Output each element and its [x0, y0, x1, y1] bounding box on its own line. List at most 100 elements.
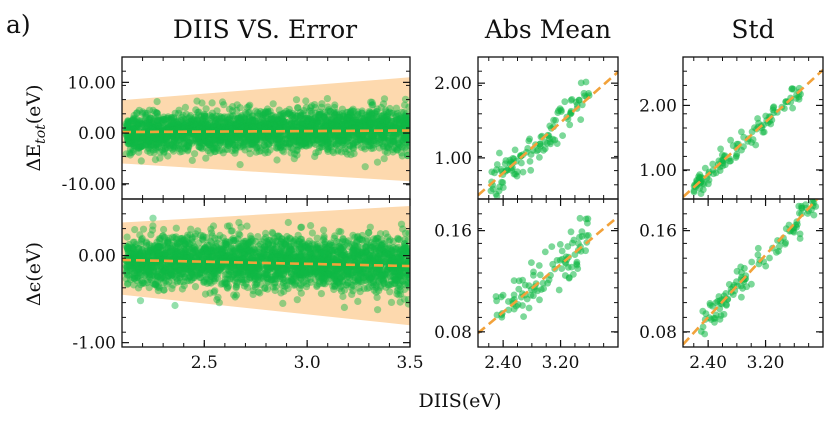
data-point [300, 111, 308, 119]
data-point [165, 123, 174, 131]
data-point [204, 134, 212, 142]
data-point [262, 132, 270, 140]
data-point [285, 139, 293, 147]
data-point [225, 115, 233, 123]
data-point [246, 101, 254, 109]
data-point [138, 277, 146, 285]
data-point [297, 235, 306, 243]
data-point [322, 132, 330, 140]
data-point [289, 275, 298, 284]
data-point [241, 256, 249, 264]
data-point [395, 266, 403, 274]
data-point [141, 109, 149, 117]
data-point [379, 112, 387, 120]
data-point [226, 138, 234, 146]
data-point [204, 131, 212, 139]
data-point [348, 107, 356, 115]
data-point [252, 135, 260, 143]
data-point [275, 106, 283, 114]
data-point [359, 236, 367, 245]
data-point [171, 254, 179, 262]
data-point [343, 138, 351, 146]
data-point [251, 276, 259, 284]
data-point [260, 246, 269, 254]
data-point [180, 236, 188, 244]
data-point [236, 143, 244, 151]
data-point [380, 248, 388, 256]
data-point [315, 273, 323, 281]
data-point [160, 113, 168, 121]
data-point [213, 107, 221, 115]
data-point [268, 262, 276, 270]
data-point [233, 106, 241, 114]
data-point [169, 141, 177, 149]
data-point [132, 253, 140, 261]
data-point [230, 115, 238, 123]
data-point [374, 255, 382, 263]
data-point [156, 136, 164, 144]
data-point [402, 132, 410, 140]
data-point [282, 260, 290, 268]
data-point [305, 252, 313, 260]
data-point [374, 277, 382, 285]
data-point [306, 140, 314, 148]
data-point [173, 248, 181, 256]
data-point [236, 133, 244, 141]
data-point [405, 133, 410, 141]
data-point [265, 236, 273, 244]
data-point [312, 120, 321, 128]
data-point [380, 119, 388, 127]
data-point [309, 250, 317, 258]
data-point [261, 149, 269, 157]
data-point [391, 269, 399, 278]
data-point [146, 132, 154, 140]
data-point [359, 272, 367, 280]
data-point [336, 130, 344, 139]
data-point [146, 120, 155, 128]
data-point [358, 109, 366, 117]
data-point [264, 240, 273, 248]
data-point [274, 251, 282, 259]
data-point [159, 135, 167, 143]
data-point [287, 120, 295, 128]
data-point [160, 139, 168, 147]
data-point [224, 133, 232, 141]
data-point [248, 131, 256, 139]
data-point [199, 233, 207, 241]
data-point [171, 143, 179, 151]
data-point [243, 222, 251, 230]
data-point [330, 120, 338, 129]
data-point [291, 253, 299, 261]
data-point [199, 247, 207, 255]
data-point [398, 136, 406, 144]
data-point [372, 248, 380, 256]
data-point [388, 117, 396, 125]
data-point [301, 131, 309, 139]
data-point [312, 140, 320, 148]
data-point [308, 121, 316, 129]
data-point [274, 252, 283, 260]
data-point [269, 118, 277, 126]
data-point [177, 141, 185, 149]
data-point [338, 123, 347, 131]
data-point [345, 123, 353, 132]
data-point [157, 134, 165, 142]
data-point [290, 132, 298, 140]
data-point [137, 119, 145, 127]
data-point [264, 120, 272, 128]
data-point [251, 268, 259, 276]
data-point [287, 134, 295, 142]
data-point [379, 277, 387, 285]
data-point [145, 138, 153, 146]
data-point [298, 255, 306, 263]
data-point [156, 137, 164, 145]
data-point [182, 110, 190, 118]
data-point [196, 131, 204, 139]
data-point [223, 222, 232, 230]
data-point [202, 131, 210, 139]
data-point [156, 148, 164, 156]
data-point [211, 131, 219, 139]
data-point [174, 277, 182, 285]
data-point [308, 253, 316, 261]
data-point [389, 148, 397, 156]
